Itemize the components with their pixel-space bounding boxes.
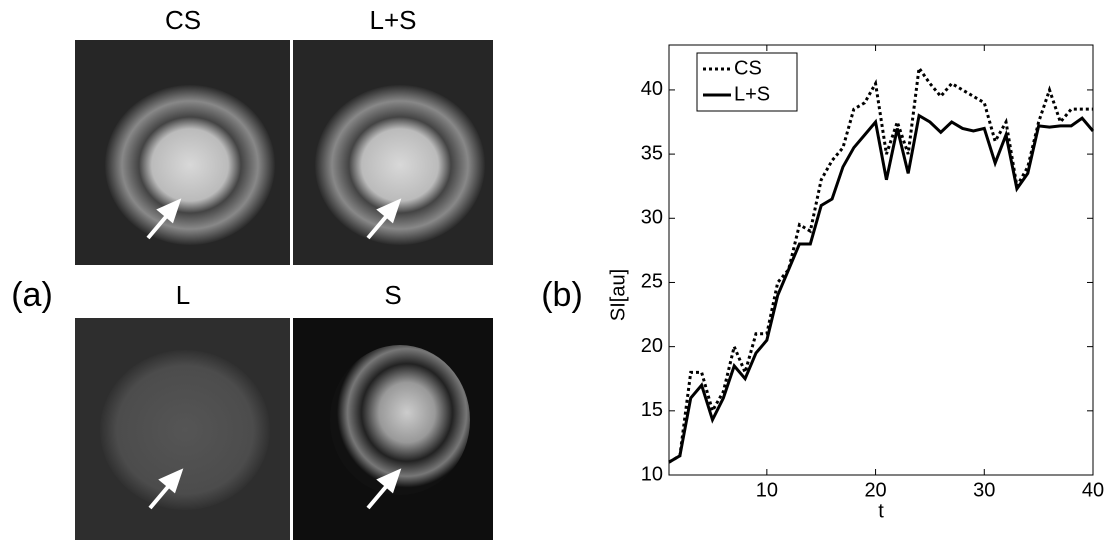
series-line (668, 113, 1095, 464)
y-tick-label: 35 (641, 142, 663, 164)
series-line (668, 64, 1093, 464)
image-title: S (384, 280, 401, 310)
panel-label: (b) (541, 276, 583, 314)
line-chart: 10 15 20 25 30 35 40 10 20 30 40 t SI[au] CS L+S (607, 44, 1104, 522)
x-axis-label: t (878, 500, 884, 522)
y-tick-label: 15 (641, 399, 663, 421)
image-title: L (176, 280, 190, 310)
panel-label: (a) (11, 276, 53, 314)
y-tick-label: 30 (641, 207, 663, 229)
legend-box (696, 52, 798, 112)
y-axis-label: SI[au] (607, 269, 629, 321)
legend-label: CS (734, 57, 762, 79)
x-tick-label: 10 (756, 479, 778, 501)
image-title: L+S (370, 5, 417, 35)
y-tick-label: 10 (641, 463, 663, 485)
y-tick-label: 40 (641, 78, 663, 100)
image-title: CS (165, 5, 201, 35)
image-panel (75, 40, 493, 540)
x-tick-label: 40 (1082, 479, 1104, 501)
legend-label: L+S (734, 83, 770, 105)
plot-frame (668, 44, 1094, 476)
y-tick-label: 25 (641, 271, 663, 293)
y-tick-label: 20 (641, 335, 663, 357)
x-tick-label: 30 (973, 479, 995, 501)
x-tick-label: 20 (864, 479, 886, 501)
